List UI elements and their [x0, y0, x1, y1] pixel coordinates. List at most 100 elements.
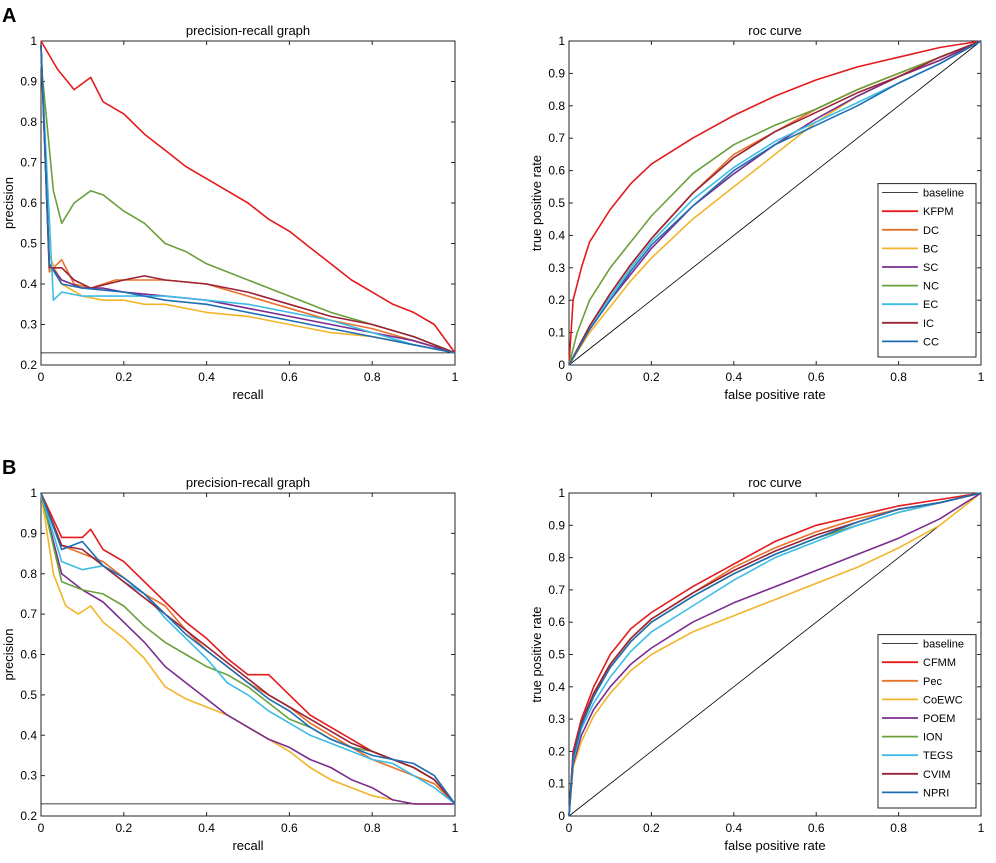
panel-label-b: B	[2, 457, 16, 479]
series-line-nc	[568, 40, 982, 366]
x-axis-label: false positive rate	[724, 387, 825, 402]
x-tick-label: 0.6	[281, 821, 298, 835]
x-tick-label: 0.2	[643, 370, 660, 384]
x-tick-label: 0.4	[198, 370, 215, 384]
x-tick-label: 0.2	[115, 370, 132, 384]
y-tick-label: 0.1	[548, 777, 565, 791]
legend-box	[877, 183, 977, 358]
x-tick-label: 1	[978, 370, 985, 384]
x-tick-label: 0.8	[890, 821, 907, 835]
y-tick-label: 0.2	[548, 293, 565, 307]
x-tick-label: 1	[452, 821, 459, 835]
y-tick-label: 0.8	[548, 551, 565, 565]
x-tick-label: 0	[38, 821, 45, 835]
x-tick-label: 1	[978, 821, 985, 835]
legend-label: CVIM	[923, 769, 951, 781]
y-tick-label: 0.3	[20, 769, 37, 783]
legend-label: KFPM	[923, 206, 954, 218]
series-line-cvim	[40, 492, 456, 805]
legend-label: BC	[923, 243, 938, 255]
chart-title: roc curve	[748, 475, 801, 490]
x-tick-label: 0.2	[115, 821, 132, 835]
y-tick-label: 0	[558, 809, 565, 823]
y-tick-label: 0.3	[20, 318, 37, 332]
x-axis-label: false positive rate	[724, 838, 825, 853]
series-line-npri	[40, 492, 456, 805]
panel-label-a: A	[2, 5, 16, 27]
y-tick-label: 0.5	[20, 237, 37, 251]
y-tick-label: 0.6	[548, 615, 565, 629]
series-line-coewc	[40, 492, 455, 805]
series-line-poem	[568, 492, 982, 817]
series-line-cfmm	[568, 492, 982, 817]
legend-label: NC	[923, 281, 939, 293]
series-line-ec	[40, 53, 456, 354]
y-tick-label: 0.8	[20, 115, 37, 129]
y-tick-label: 1	[558, 34, 565, 48]
legend-label: NPRI	[923, 787, 949, 799]
y-tick-label: 0.3	[548, 261, 565, 275]
chart-title: precision-recall graph	[186, 23, 310, 38]
series-line-baseline	[568, 40, 982, 366]
legend-label: CFMM	[923, 657, 956, 669]
x-axis-label: recall	[232, 838, 263, 853]
y-tick-label: 0.7	[548, 131, 565, 145]
legend-label: ION	[923, 732, 943, 744]
y-tick-label: 0.4	[20, 277, 37, 291]
x-tick-label: 0.4	[198, 821, 215, 835]
x-tick-label: 0.4	[725, 821, 742, 835]
x-tick-label: 0.2	[643, 821, 660, 835]
chart-a-roc-curve: roc curve 0 0.2 0.4 0.6 0.8 1 0 0.1 0.2 0.3 0.4 0.5 0…	[529, 23, 985, 402]
y-tick-label: 0.1	[548, 326, 565, 340]
legend-label: CC	[923, 336, 939, 348]
series-line-poem	[40, 492, 455, 805]
y-tick-label: 1	[30, 486, 37, 500]
series-line-nc	[40, 61, 456, 354]
series-line-kfpm	[40, 40, 456, 354]
y-tick-label: 1	[30, 34, 37, 48]
y-tick-label: 0.9	[548, 66, 565, 80]
legend: baseline KFPM DC BC SC NC EC IC CC	[877, 183, 977, 358]
x-tick-label: 0.4	[725, 370, 742, 384]
y-axis-label: true positive rate	[529, 606, 544, 702]
legend-label: SC	[923, 262, 938, 274]
y-tick-label: 0.2	[548, 744, 565, 758]
x-tick-label: 0	[38, 370, 45, 384]
chart-title: precision-recall graph	[186, 475, 310, 490]
y-axis-label: precision	[1, 628, 16, 680]
y-tick-label: 0.8	[548, 99, 565, 113]
y-tick-label: 0	[558, 358, 565, 372]
x-tick-label: 0.8	[364, 370, 381, 384]
series-line-bc	[40, 49, 456, 354]
legend-label: TEGS	[923, 750, 953, 762]
y-tick-label: 0.4	[20, 728, 37, 742]
y-tick-label: 0.9	[548, 518, 565, 532]
legend-label: IC	[923, 318, 934, 330]
legend-label: Pec	[923, 676, 942, 688]
y-axis-label: true positive rate	[529, 155, 544, 251]
y-axis-label: precision	[1, 177, 16, 229]
x-tick-label: 0.8	[890, 370, 907, 384]
series-line-coewc	[568, 492, 982, 817]
y-tick-label: 0.7	[20, 156, 37, 170]
y-tick-label: 0.2	[20, 358, 37, 372]
series-line-cc	[40, 45, 456, 354]
y-tick-label: 0.6	[20, 648, 37, 662]
y-tick-label: 0.7	[548, 583, 565, 597]
legend-label: CoEWC	[923, 694, 963, 706]
legend-label: baseline	[923, 188, 964, 200]
legend-label: POEM	[923, 713, 955, 725]
y-tick-label: 0.5	[548, 196, 565, 210]
legend-label: baseline	[923, 639, 964, 651]
x-tick-label: 0	[566, 370, 573, 384]
y-tick-label: 0.4	[548, 228, 565, 242]
y-tick-label: 0.6	[20, 196, 37, 210]
y-tick-label: 0.9	[20, 526, 37, 540]
series-line-ic	[568, 40, 982, 366]
x-tick-label: 0.6	[808, 370, 825, 384]
y-tick-label: 0.9	[20, 75, 37, 89]
legend-label: DC	[923, 225, 939, 237]
y-tick-label: 0.8	[20, 567, 37, 581]
